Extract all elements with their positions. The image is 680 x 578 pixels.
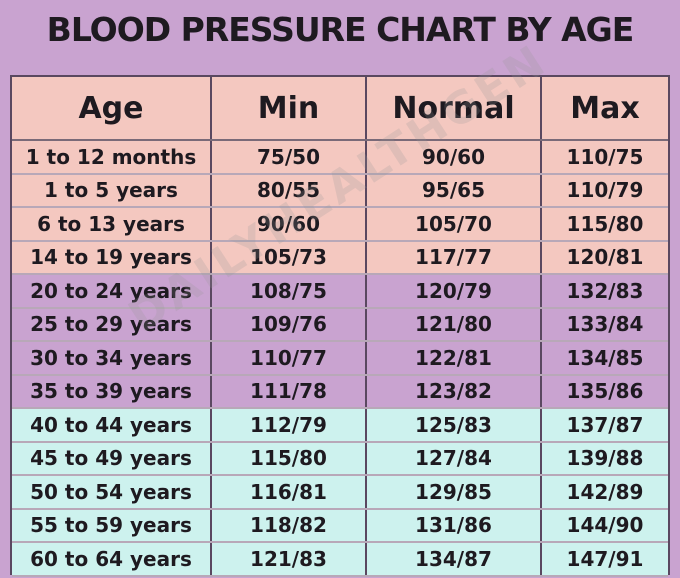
min-cell: 109/76 <box>212 308 367 340</box>
header-normal: Normal <box>367 77 542 139</box>
age-cell: 6 to 13 years <box>12 208 212 240</box>
age-cell: 30 to 34 years <box>12 342 212 374</box>
max-cell: 135/86 <box>566 379 644 404</box>
min-cell: 75/50 <box>212 141 367 173</box>
table-row: 55 to 59 years 118/82 131/86 144/90 <box>12 509 668 543</box>
min-cell: 118/82 <box>212 509 367 541</box>
table-row: 1 to 12 months 75/50 90/60 110/75 <box>12 141 668 175</box>
table-row: 35 to 39 years 111/78 123/82 135/86 <box>12 375 668 409</box>
normal-cell: 125/83 <box>367 409 542 441</box>
max-cell: 137/87 <box>566 412 644 437</box>
max-cell: 133/84 <box>566 312 644 337</box>
min-cell: 105/73 <box>212 241 367 273</box>
age-cell: 45 to 49 years <box>12 442 212 474</box>
normal-cell: 121/80 <box>367 308 542 340</box>
min-cell: 110/77 <box>212 342 367 374</box>
table-row: 30 to 34 years 110/77 122/81 134/85 <box>12 342 668 376</box>
age-cell: 25 to 29 years <box>12 308 212 340</box>
min-cell: 90/60 <box>212 208 367 240</box>
table-row: 45 to 49 years 115/80 127/84 139/88 <box>12 442 668 476</box>
max-cell: 110/79 <box>566 178 644 203</box>
age-cell: 20 to 24 years <box>12 275 212 307</box>
normal-cell: 123/82 <box>367 375 542 407</box>
normal-cell: 105/70 <box>367 208 542 240</box>
min-cell: 112/79 <box>212 409 367 441</box>
normal-cell: 122/81 <box>367 342 542 374</box>
min-cell: 108/75 <box>212 275 367 307</box>
age-cell: 14 to 19 years <box>12 241 212 273</box>
table-header: Age Min Normal Max <box>12 77 668 141</box>
normal-cell: 90/60 <box>367 141 542 173</box>
normal-cell: 131/86 <box>367 509 542 541</box>
max-cell: 120/81 <box>566 245 644 270</box>
min-cell: 121/83 <box>212 543 367 575</box>
min-cell: 80/55 <box>212 174 367 206</box>
normal-cell: 134/87 <box>367 543 542 575</box>
header-max: Max <box>570 90 640 126</box>
table-row: 14 to 19 years 105/73 117/77 120/81 <box>12 241 668 275</box>
normal-cell: 117/77 <box>367 241 542 273</box>
table-body: 1 to 12 months 75/50 90/60 110/75 1 to 5 yea… <box>12 141 668 577</box>
age-cell: 35 to 39 years <box>12 375 212 407</box>
header-min: Min <box>212 77 367 139</box>
age-cell: 1 to 5 years <box>12 174 212 206</box>
age-cell: 55 to 59 years <box>12 509 212 541</box>
max-cell: 147/91 <box>566 546 644 571</box>
age-cell: 40 to 44 years <box>12 409 212 441</box>
min-cell: 115/80 <box>212 442 367 474</box>
max-cell: 139/88 <box>566 446 644 471</box>
max-cell: 110/75 <box>566 144 644 169</box>
normal-cell: 129/85 <box>367 476 542 508</box>
table-row: 40 to 44 years 112/79 125/83 137/87 <box>12 409 668 443</box>
max-cell: 132/83 <box>566 278 644 303</box>
min-cell: 111/78 <box>212 375 367 407</box>
min-cell: 116/81 <box>212 476 367 508</box>
page-title: BLOOD PRESSURE CHART BY AGE <box>46 10 635 49</box>
age-cell: 60 to 64 years <box>12 543 212 575</box>
max-cell: 142/89 <box>566 479 644 504</box>
max-cell: 115/80 <box>566 211 644 236</box>
max-cell: 144/90 <box>566 513 644 538</box>
table-row: 50 to 54 years 116/81 129/85 142/89 <box>12 476 668 510</box>
normal-cell: 95/65 <box>367 174 542 206</box>
age-cell: 1 to 12 months <box>12 141 212 173</box>
table-row: 60 to 64 years 121/83 134/87 147/91 <box>12 543 668 577</box>
table-row: 1 to 5 years 80/55 95/65 110/79 <box>12 174 668 208</box>
table-row: 6 to 13 years 90/60 105/70 115/80 <box>12 208 668 242</box>
normal-cell: 120/79 <box>367 275 542 307</box>
max-cell: 134/85 <box>566 345 644 370</box>
header-age: Age <box>12 77 212 139</box>
bp-table: Age Min Normal Max 1 to 12 months 75/50 90… <box>10 75 670 577</box>
age-cell: 50 to 54 years <box>12 476 212 508</box>
table-row: 25 to 29 years 109/76 121/80 133/84 <box>12 308 668 342</box>
normal-cell: 127/84 <box>367 442 542 474</box>
table-row: 20 to 24 years 108/75 120/79 132/83 <box>12 275 668 309</box>
